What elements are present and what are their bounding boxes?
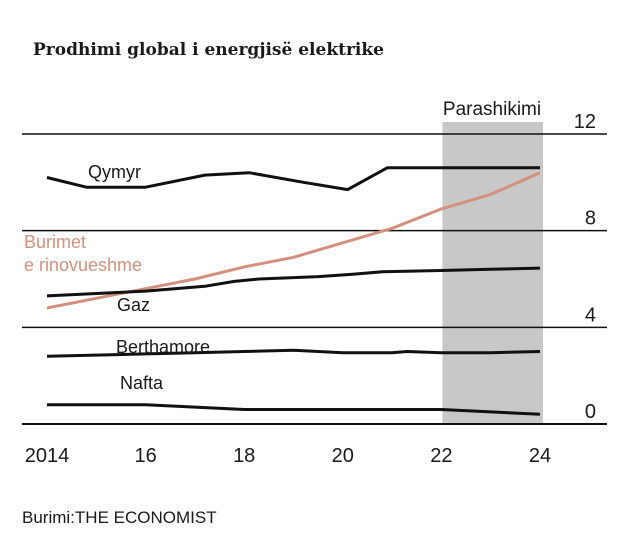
source-name: THE ECONOMIST [74, 508, 217, 527]
chart-title: Prodhimi global i energjisë elektrike [33, 40, 384, 60]
gridlines [22, 133, 607, 425]
source-label: Burimi: [22, 508, 75, 527]
series-line-nafta [47, 403, 541, 416]
y-tick-label: 8 [585, 208, 596, 230]
y-tick-label: 4 [585, 304, 596, 326]
series-label-nafta: Nafta [120, 373, 164, 393]
series-labels: Qymyr Burimet e rinovueshme Gaz Berthamo… [24, 99, 541, 393]
y-tick-label: 0 [585, 401, 596, 423]
x-tick-label: 22 [430, 445, 452, 467]
forecast-label: Parashikimi [443, 99, 541, 120]
y-axis-ticks: 0 4 8 12 [574, 111, 596, 423]
x-tick-label: 20 [332, 445, 354, 467]
x-tick-label: 16 [134, 445, 156, 467]
series-line-qymyr [46, 166, 540, 192]
series-line-berthamore [46, 348, 541, 358]
x-tick-label: 18 [233, 445, 255, 467]
y-tick-label: 12 [574, 111, 596, 133]
series-label-gaz: Gaz [117, 295, 150, 315]
x-tick-label: 2014 [25, 445, 70, 467]
x-tick-label: 24 [529, 445, 551, 467]
source-note: Burimi:THE ECONOMIST [22, 508, 217, 528]
x-axis-ticks: 2014 16 18 20 22 24 [25, 445, 551, 467]
series-label-qymyr: Qymyr [88, 162, 141, 182]
forecast-band [442, 122, 543, 424]
series-label-renewables-line1: Burimet [24, 232, 86, 252]
series-lines [46, 166, 541, 416]
series-label-renewables-line2: e rinovueshme [24, 255, 142, 275]
series-line-gaz [46, 266, 541, 298]
series-label-berthamore: Berthamore [116, 337, 210, 357]
